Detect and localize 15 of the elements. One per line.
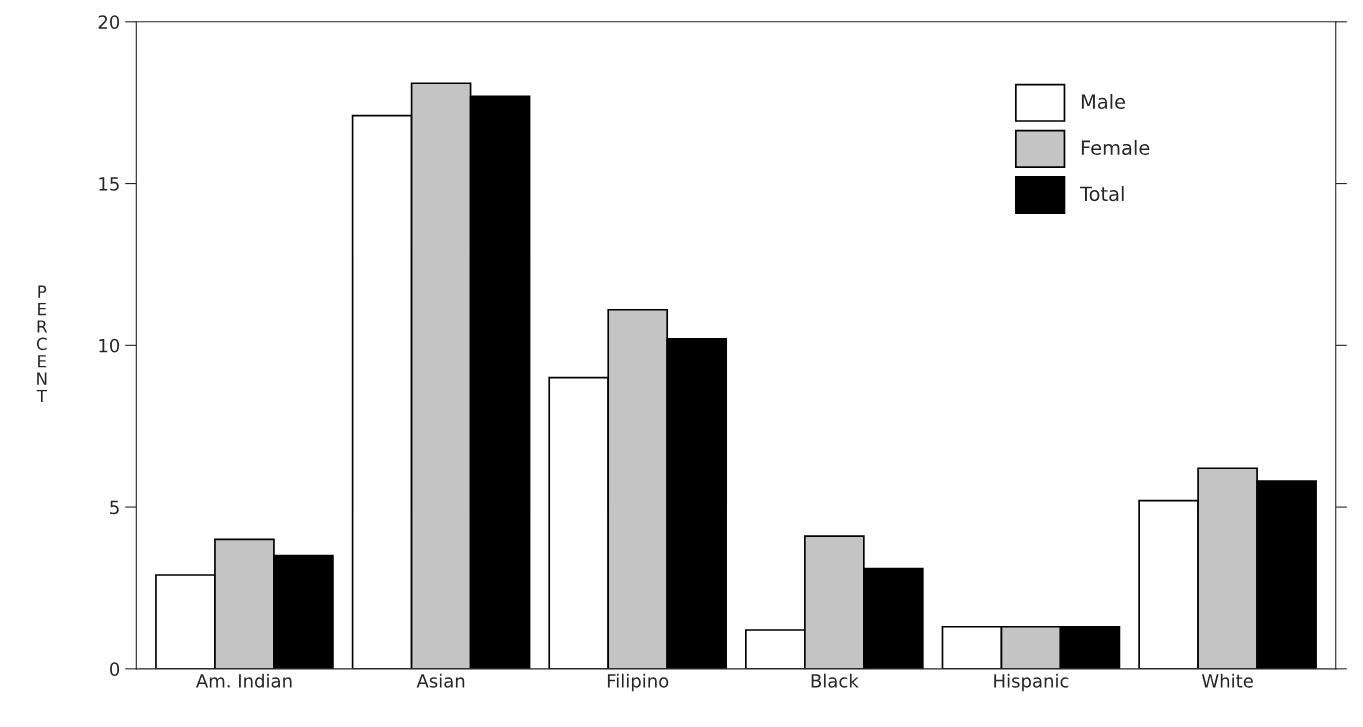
legend-label: Female bbox=[1081, 140, 1150, 156]
y-axis-title: PERCENT bbox=[36, 285, 48, 403]
x-tick-label: Hispanic bbox=[994, 673, 1069, 692]
y-tick-label: 20 bbox=[98, 15, 120, 29]
legend-label: Male bbox=[1081, 93, 1126, 109]
legend-label: Total bbox=[1079, 186, 1124, 202]
x-tick-label: Asian bbox=[416, 673, 465, 688]
y-tick-label: 5 bbox=[110, 500, 119, 515]
x-tick-label: White bbox=[1201, 673, 1253, 688]
y-tick-label: 0 bbox=[110, 662, 120, 676]
y-tick-label: 15 bbox=[99, 177, 119, 191]
x-tick-label: Am. Indian bbox=[196, 673, 292, 688]
x-tick-label: Black bbox=[811, 673, 859, 688]
y-tick-label: 10 bbox=[99, 338, 120, 353]
x-tick-label: Filipino bbox=[607, 673, 669, 692]
